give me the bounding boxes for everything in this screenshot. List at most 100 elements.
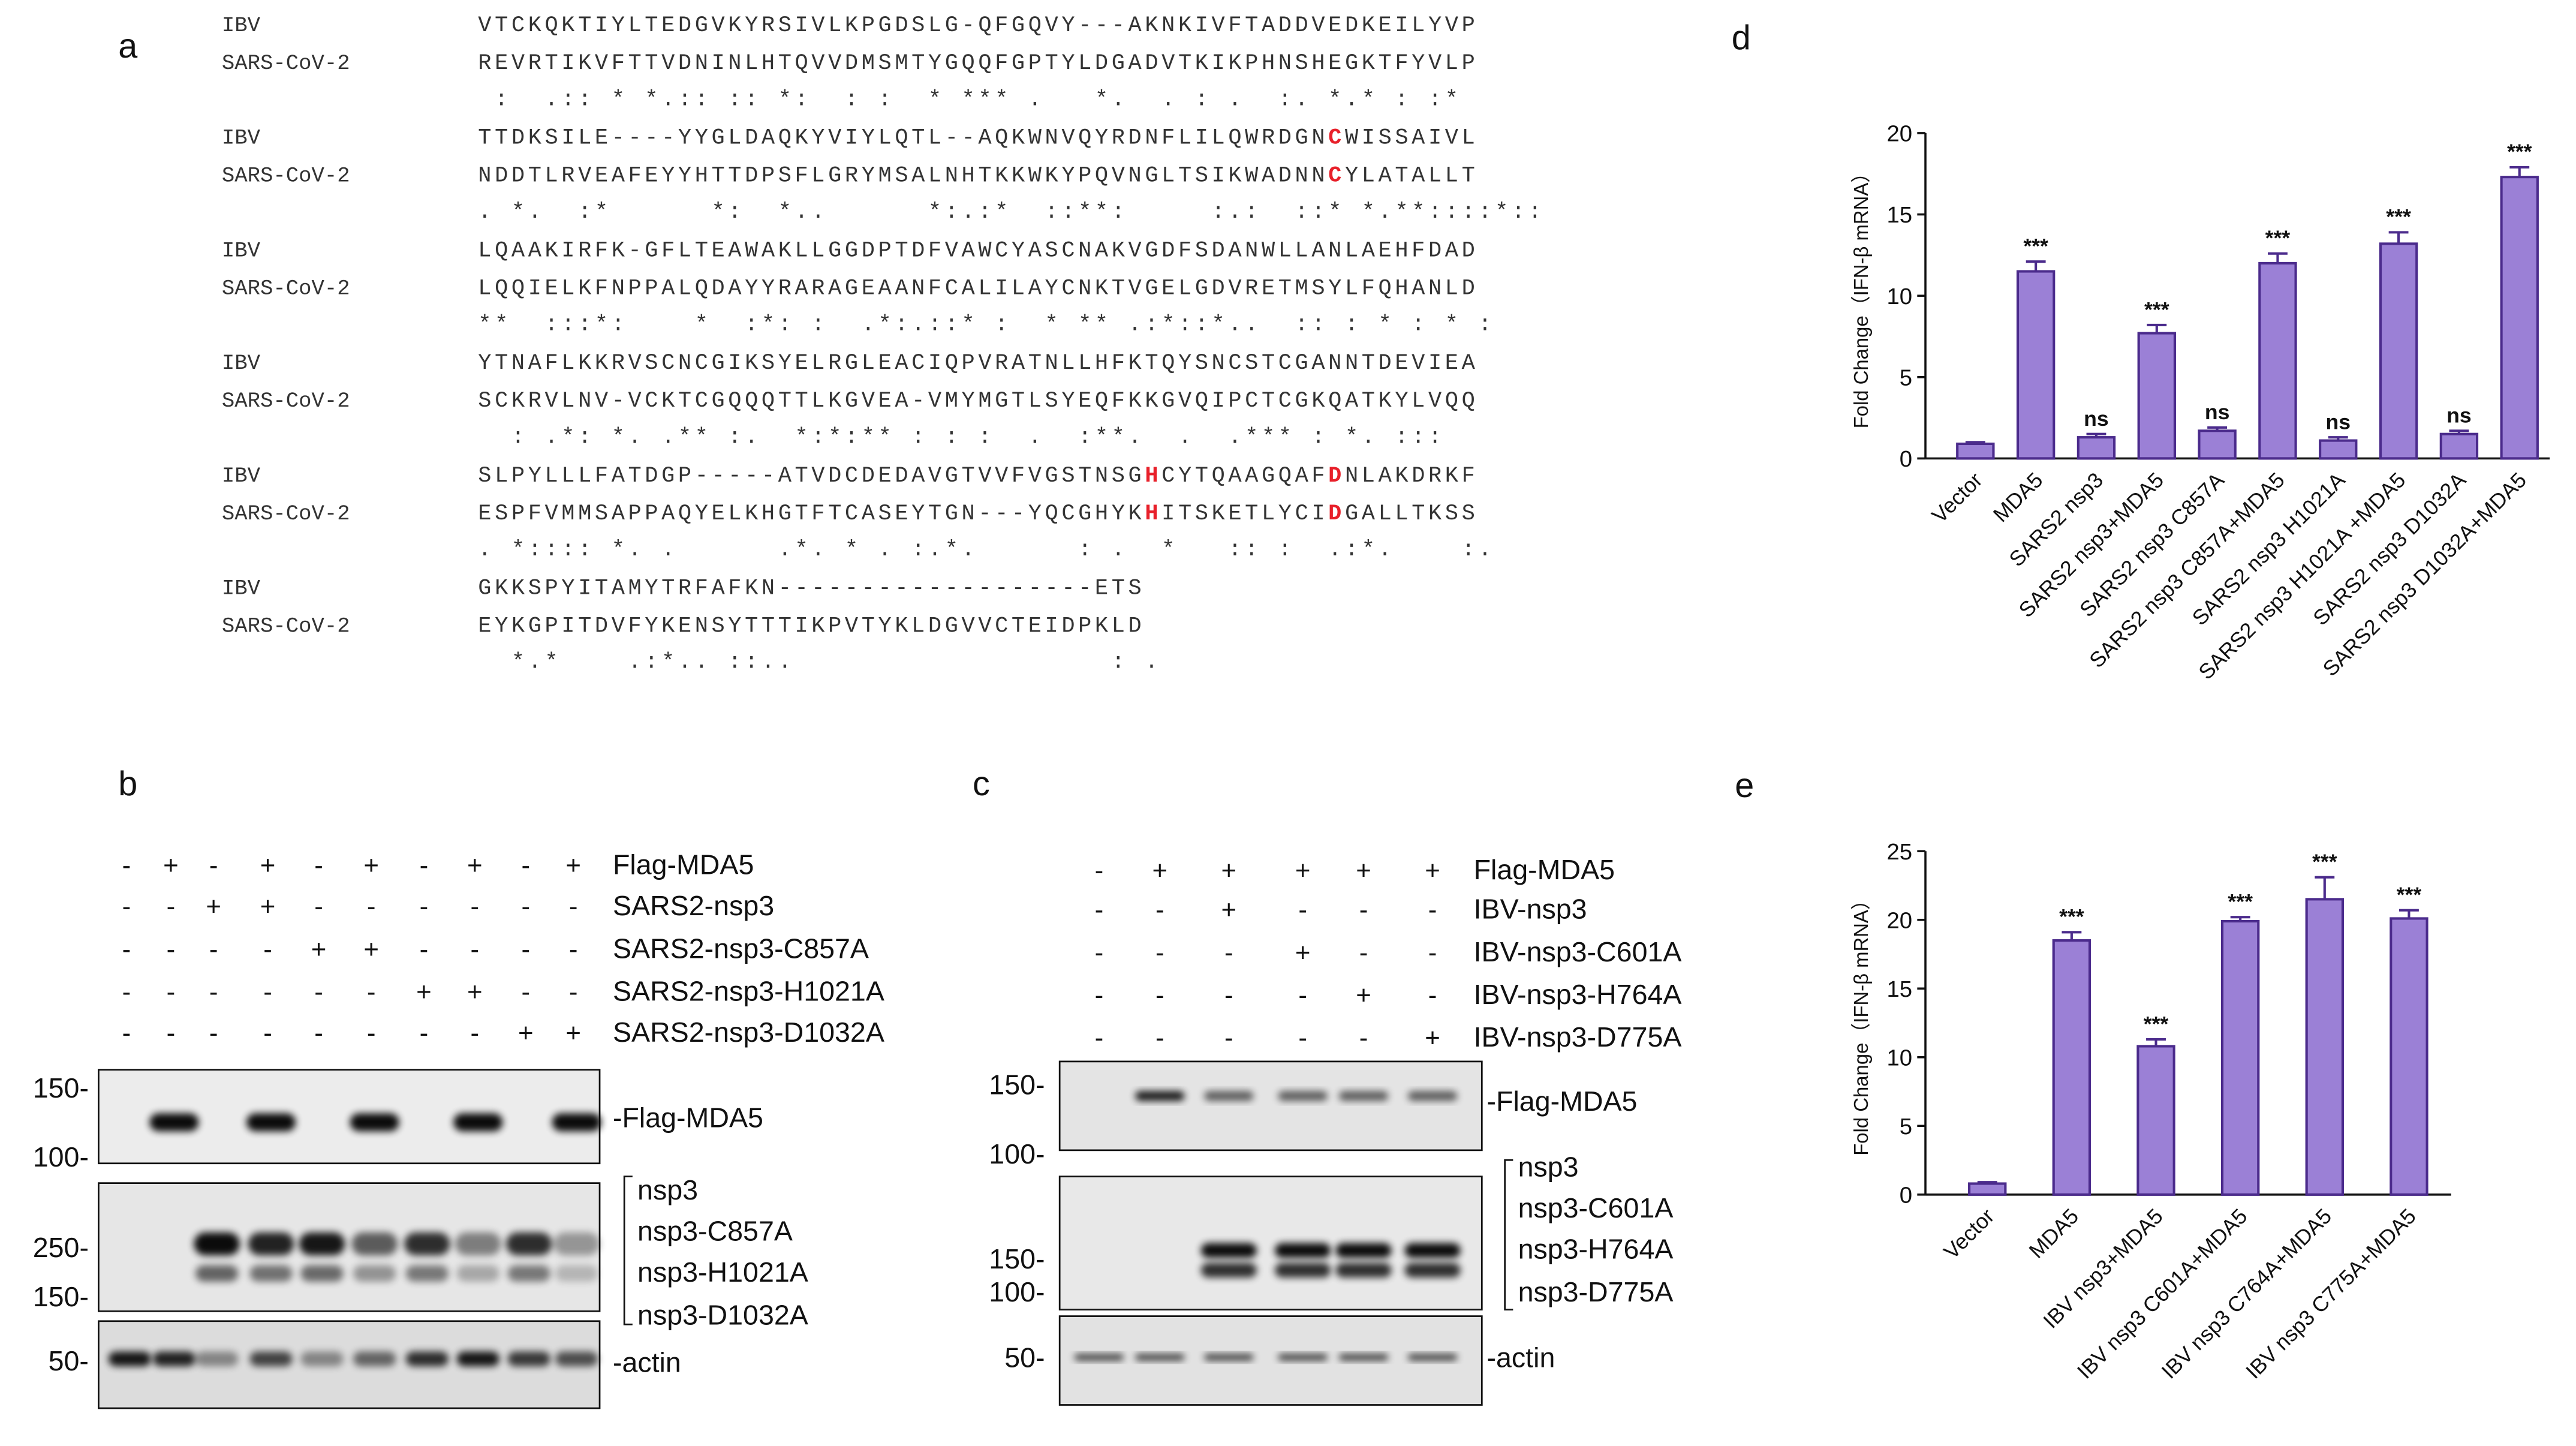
band <box>405 1265 449 1282</box>
lane-sign: - <box>167 1018 176 1048</box>
panel-label: c <box>973 765 990 803</box>
mw-marker: 100- <box>33 1141 89 1173</box>
panel-label: d <box>1732 19 1751 57</box>
band-label: nsp3-H1021A <box>637 1256 808 1288</box>
band <box>404 1232 450 1256</box>
band-label: -Flag-MDA5 <box>1487 1086 1638 1117</box>
lane-sign: - <box>1428 938 1437 967</box>
significance-label: *** <box>2397 883 2422 907</box>
condition-label: Flag-MDA5 <box>613 849 754 880</box>
condition-label: SARS2-nsp3 <box>613 890 774 921</box>
sequence-segment: : .*: *. .** :. *:*:** : : : . :**. . .*… <box>478 425 1445 450</box>
band <box>456 1265 499 1282</box>
lane-sign: - <box>263 978 272 1007</box>
sequence-segment: LQQIELKFNPPALQDAYYRARAGEAANFCALILAYCNKTV… <box>478 276 1478 301</box>
band <box>455 1232 501 1256</box>
lane-sign: - <box>1359 1023 1368 1053</box>
sequence-segment: CYTQAAGQAF <box>1161 464 1328 489</box>
bar <box>2136 1045 2175 1196</box>
sequence-name: IBV <box>222 351 261 375</box>
sequence-segment: EYKGPITDVFYKENSYTTTIKPVTYKLDGVVCTEIDPKLD <box>478 614 1145 639</box>
error-bar <box>2328 436 2348 441</box>
lane-sign: - <box>314 892 323 921</box>
sequence-row: LQQIELKFNPPALQDAYYRARAGEAANFCALILAYCNKTV… <box>478 276 1478 301</box>
significance-label: ns <box>2325 410 2351 434</box>
sequence-segment: ITSKETLYCI <box>1161 501 1328 527</box>
lane-sign: - <box>209 1018 218 1048</box>
significance-label: ns <box>2084 407 2109 431</box>
significance-label: *** <box>2265 226 2291 250</box>
bar <box>2016 270 2056 460</box>
error-bar <box>2315 876 2335 900</box>
lane-sign: - <box>122 892 131 921</box>
x-tick-label: IBV nsp3 C601A+MDA5 <box>2072 1204 2252 1384</box>
y-tick-label: 10 <box>1886 1045 1912 1071</box>
lane-sign: - <box>122 1018 131 1048</box>
y-tick-label: 5 <box>1900 1114 1912 1140</box>
sequence-name: SARS-CoV-2 <box>222 614 350 638</box>
mw-marker: 50- <box>1004 1342 1045 1373</box>
mw-marker: 150- <box>33 1072 89 1104</box>
significance-label: *** <box>2386 205 2411 229</box>
lane-sign: + <box>1425 1023 1440 1053</box>
sequence-segment: NDDTLRVEAFEYYHTTDPSFLGRYMSALNHTKKWKYPQVN… <box>478 164 1328 189</box>
lane-sign: + <box>565 1018 581 1048</box>
band <box>149 1113 199 1132</box>
lane-sign: - <box>314 851 323 880</box>
band <box>249 1351 293 1367</box>
bar <box>2077 436 2116 460</box>
band-label: nsp3-C601A <box>1518 1192 1674 1223</box>
band-label: -actin <box>1487 1342 1555 1373</box>
lane-sign: + <box>467 978 483 1007</box>
bar <box>2220 919 2260 1196</box>
error-bar <box>2509 166 2530 178</box>
lane-sign: - <box>209 934 218 964</box>
sequence-row: NDDTLRVEAFEYYHTTDPSFLGRYMSALNHTKKWKYPQVN… <box>478 164 1478 189</box>
condition-label: SARS2-nsp3-D1032A <box>613 1017 884 1048</box>
sequence-name: IBV <box>222 464 261 488</box>
sequence-name: IBV <box>222 576 261 600</box>
lane-sign: - <box>1224 1023 1233 1053</box>
band <box>1278 1091 1328 1101</box>
band <box>1074 1354 1124 1361</box>
y-axis-label: Fold Change（IFN-β mRNA） <box>1850 890 1872 1156</box>
mw-marker: 50- <box>49 1345 89 1376</box>
error-bar <box>2399 909 2419 919</box>
lane-sign: - <box>1155 938 1164 967</box>
band <box>507 1265 550 1282</box>
mw-marker: 150- <box>33 1281 89 1312</box>
band <box>1335 1243 1392 1258</box>
band-label: -Flag-MDA5 <box>613 1102 763 1133</box>
band <box>555 1351 598 1367</box>
band <box>1275 1243 1331 1258</box>
x-tick-label: IBV nsp3 C764A+MDA5 <box>2157 1204 2336 1384</box>
error-bar <box>2147 323 2167 333</box>
sequence-segment: GALLTKSS <box>1345 501 1478 527</box>
sequence-segment: *.* .:*.. ::.. : . <box>478 650 1161 675</box>
significance-label: ns <box>2446 404 2472 428</box>
condition-label: IBV-nsp3 <box>1474 894 1587 925</box>
error-bar <box>1965 441 1985 444</box>
mw-marker: 100- <box>989 1276 1045 1307</box>
lane-sign: - <box>521 892 530 921</box>
highlighted-residue: D <box>1328 501 1345 527</box>
lane-sign: - <box>420 934 429 964</box>
band <box>299 1232 345 1256</box>
band <box>1335 1262 1392 1278</box>
y-tick-label: 0 <box>1900 446 1912 472</box>
band-label: nsp3-D1032A <box>637 1299 808 1330</box>
sequence-row: ** :::*: * :*: : .*:.::* : * ** .:*::*..… <box>478 312 1495 338</box>
band <box>505 1232 552 1256</box>
bar <box>2379 242 2418 460</box>
sequence-row: . *. :* *: *.. *:.:* ::**: :.: ::* *.**:… <box>478 200 1545 225</box>
sequence-segment: : .:: * *.:: :: *: : : * *** . *. . : . … <box>478 87 1461 112</box>
bar <box>2390 917 2428 1196</box>
sequence-name: IBV <box>222 238 261 263</box>
highlighted-residue: C <box>1328 164 1345 189</box>
y-tick-label: 25 <box>1886 839 1912 865</box>
condition-label: IBV-nsp3-H764A <box>1474 979 1682 1010</box>
sequence-segment: ** :::*: * :*: : .*:.::* : * ** .:*::*..… <box>478 312 1495 338</box>
bar <box>2439 432 2479 460</box>
